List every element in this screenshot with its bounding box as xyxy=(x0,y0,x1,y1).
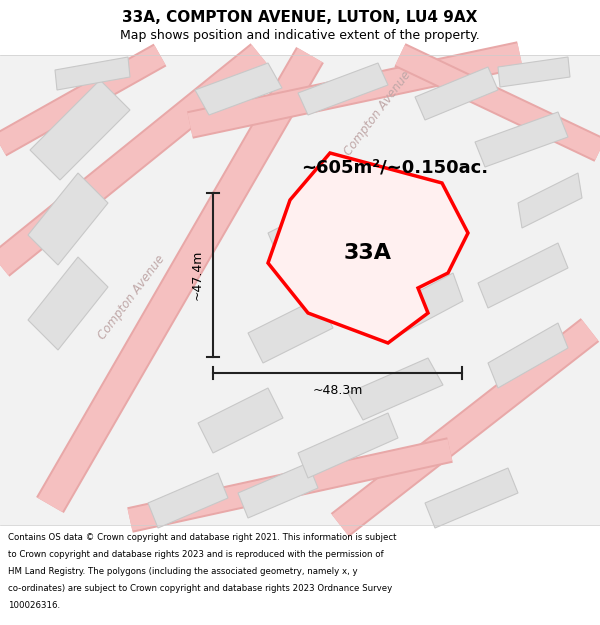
FancyBboxPatch shape xyxy=(0,55,600,525)
Polygon shape xyxy=(425,468,518,528)
Polygon shape xyxy=(395,45,600,160)
Text: 100026316.: 100026316. xyxy=(8,601,60,610)
Polygon shape xyxy=(195,63,282,115)
Polygon shape xyxy=(148,473,228,528)
Polygon shape xyxy=(188,43,523,137)
Polygon shape xyxy=(0,45,268,275)
Polygon shape xyxy=(0,43,269,277)
Polygon shape xyxy=(298,413,398,478)
Text: Map shows position and indicative extent of the property.: Map shows position and indicative extent… xyxy=(120,29,480,41)
Text: 33A: 33A xyxy=(344,243,392,263)
Polygon shape xyxy=(518,173,582,228)
Polygon shape xyxy=(0,46,166,154)
Text: HM Land Registry. The polygons (including the associated geometry, namely x, y: HM Land Registry. The polygons (includin… xyxy=(8,567,358,576)
Polygon shape xyxy=(378,273,463,341)
Polygon shape xyxy=(332,320,598,535)
Polygon shape xyxy=(498,57,570,87)
Polygon shape xyxy=(248,298,333,363)
Polygon shape xyxy=(331,318,599,537)
Polygon shape xyxy=(268,193,360,261)
Polygon shape xyxy=(28,173,108,265)
Polygon shape xyxy=(268,153,468,343)
Text: Compton Avenue: Compton Avenue xyxy=(96,253,168,342)
Text: ~47.4m: ~47.4m xyxy=(191,250,203,300)
Polygon shape xyxy=(38,48,322,512)
Polygon shape xyxy=(127,438,453,532)
Text: ~605m²/~0.150ac.: ~605m²/~0.150ac. xyxy=(301,158,488,176)
Polygon shape xyxy=(30,80,130,180)
Polygon shape xyxy=(238,463,318,518)
Polygon shape xyxy=(28,257,108,350)
Text: Compton Avenue: Compton Avenue xyxy=(342,68,414,158)
Polygon shape xyxy=(0,44,166,156)
Text: ~48.3m: ~48.3m xyxy=(313,384,362,396)
Polygon shape xyxy=(415,67,498,120)
Text: to Crown copyright and database rights 2023 and is reproduced with the permissio: to Crown copyright and database rights 2… xyxy=(8,550,383,559)
Text: 33A, COMPTON AVENUE, LUTON, LU4 9AX: 33A, COMPTON AVENUE, LUTON, LU4 9AX xyxy=(122,9,478,24)
Polygon shape xyxy=(55,57,130,90)
Polygon shape xyxy=(348,358,443,420)
Polygon shape xyxy=(488,323,568,388)
FancyBboxPatch shape xyxy=(0,0,600,55)
Polygon shape xyxy=(475,112,568,167)
Polygon shape xyxy=(298,63,388,115)
Polygon shape xyxy=(187,41,523,139)
Polygon shape xyxy=(394,43,600,162)
Polygon shape xyxy=(128,439,452,531)
Polygon shape xyxy=(478,243,568,308)
Text: co-ordinates) are subject to Crown copyright and database rights 2023 Ordnance S: co-ordinates) are subject to Crown copyr… xyxy=(8,584,392,593)
FancyBboxPatch shape xyxy=(0,525,600,625)
Polygon shape xyxy=(348,195,440,261)
Text: Contains OS data © Crown copyright and database right 2021. This information is : Contains OS data © Crown copyright and d… xyxy=(8,533,397,542)
Polygon shape xyxy=(36,47,324,513)
Polygon shape xyxy=(198,388,283,453)
